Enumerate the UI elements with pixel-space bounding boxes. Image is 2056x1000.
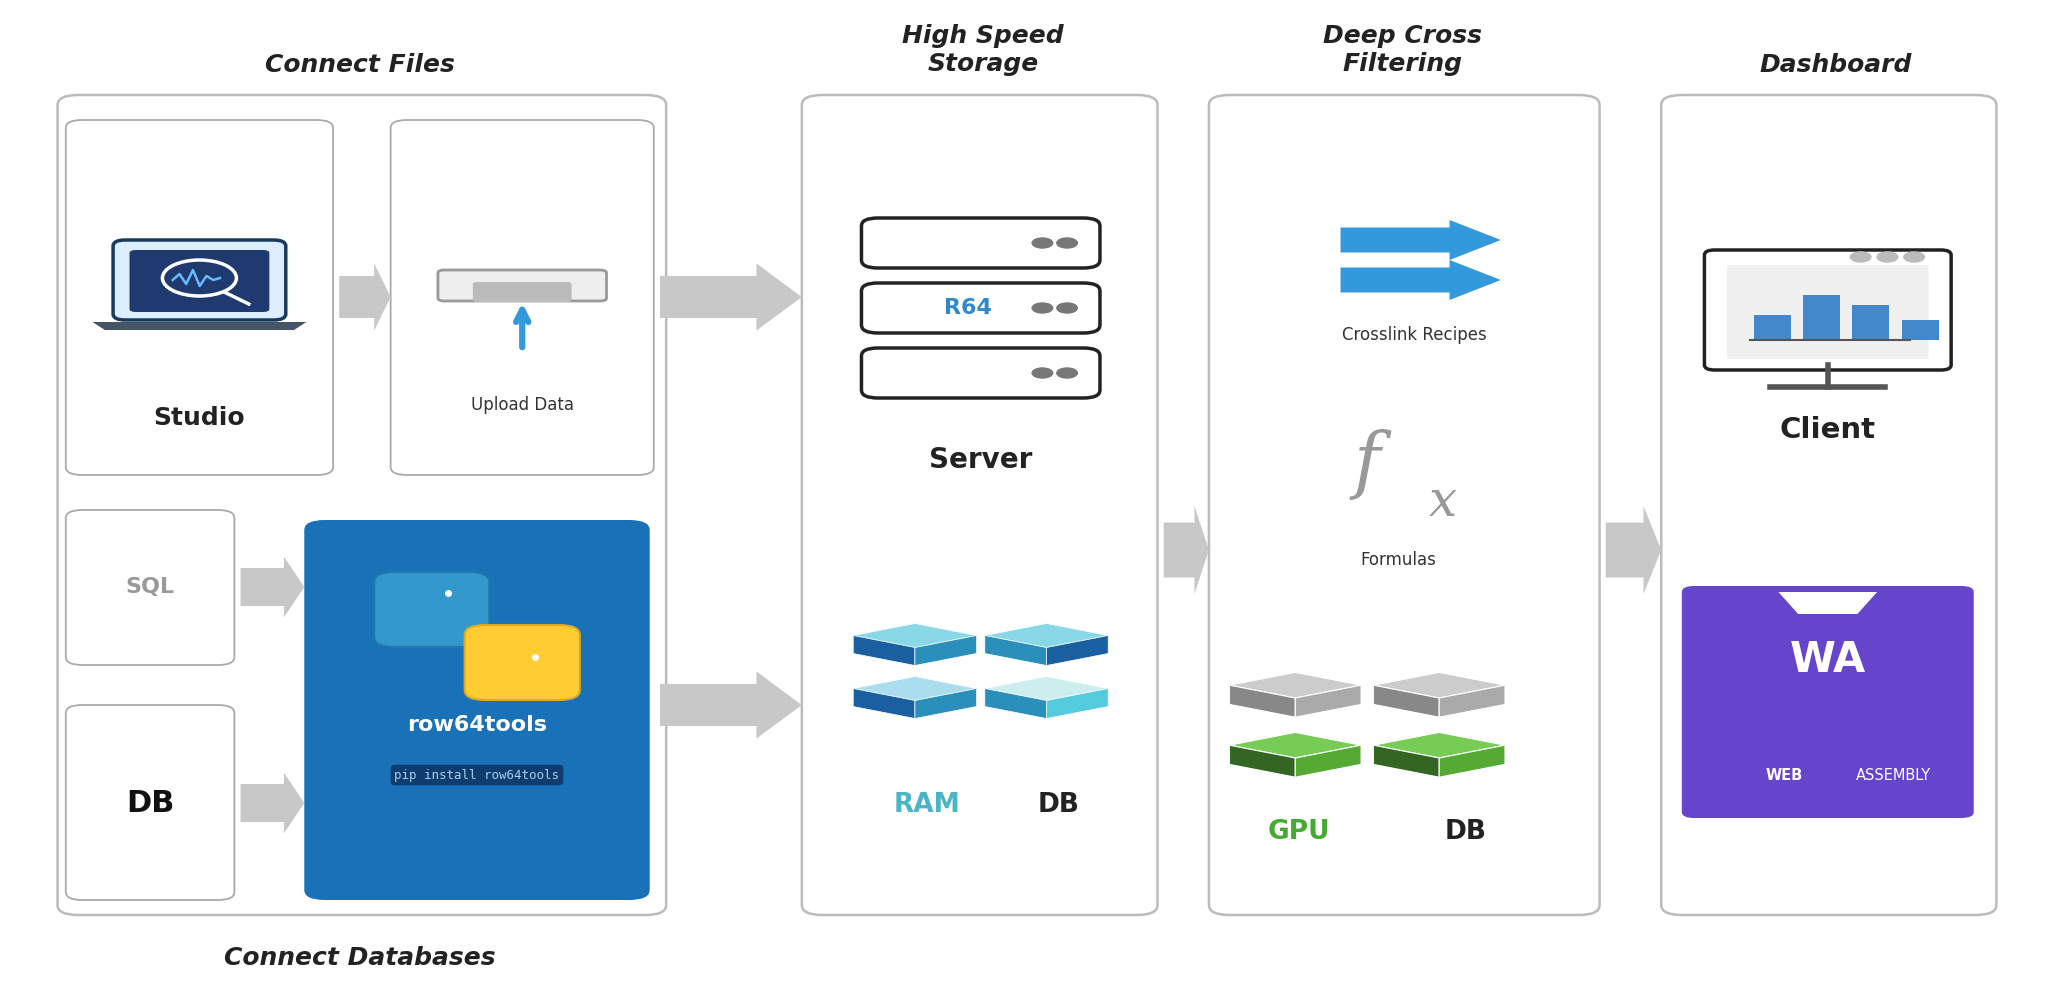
FancyBboxPatch shape [1704,250,1951,370]
Bar [1852,305,1889,340]
FancyBboxPatch shape [465,625,580,700]
Bar [1803,295,1840,340]
Polygon shape [1341,260,1501,300]
Polygon shape [1047,636,1108,666]
Circle shape [1057,238,1077,248]
Polygon shape [985,688,1047,718]
FancyBboxPatch shape [861,348,1100,398]
Text: Connect Databases: Connect Databases [224,946,495,970]
Polygon shape [1047,688,1108,718]
Text: DB: DB [125,788,175,818]
Polygon shape [93,322,306,330]
FancyBboxPatch shape [113,240,286,320]
Circle shape [1904,252,1924,262]
Polygon shape [1295,745,1361,777]
Text: DB: DB [1038,792,1079,818]
Text: Dashboard: Dashboard [1760,53,1912,77]
Polygon shape [1229,745,1295,777]
Polygon shape [853,624,977,648]
Text: High Speed
Storage: High Speed Storage [903,24,1063,76]
Polygon shape [1373,745,1439,777]
Polygon shape [339,263,391,331]
FancyBboxPatch shape [1727,265,1929,359]
Polygon shape [915,636,977,666]
Text: RAM: RAM [894,792,960,818]
Text: f: f [1353,430,1382,500]
Circle shape [1032,368,1053,378]
Polygon shape [985,676,1108,700]
FancyBboxPatch shape [802,95,1158,915]
FancyBboxPatch shape [130,250,269,312]
Polygon shape [1373,685,1439,717]
Text: ASSEMBLY: ASSEMBLY [1855,768,1931,782]
Text: row64tools: row64tools [407,715,547,735]
Polygon shape [985,624,1108,648]
Text: Client: Client [1780,416,1875,444]
Bar [1902,320,1939,340]
Polygon shape [1164,506,1209,594]
FancyBboxPatch shape [1682,586,1974,818]
Circle shape [1877,252,1898,262]
FancyBboxPatch shape [66,120,333,475]
Text: WEB: WEB [1766,768,1803,782]
FancyBboxPatch shape [861,218,1100,268]
Polygon shape [1606,506,1661,594]
Text: x: x [1429,477,1458,527]
Polygon shape [853,676,977,700]
FancyBboxPatch shape [66,705,234,900]
Polygon shape [660,671,802,739]
FancyBboxPatch shape [1661,95,1996,915]
Text: Crosslink Recipes: Crosslink Recipes [1343,326,1486,344]
Polygon shape [241,773,304,833]
Polygon shape [660,263,802,331]
Polygon shape [1373,732,1505,758]
Polygon shape [241,557,304,617]
Text: GPU: GPU [1269,819,1330,845]
Polygon shape [1341,220,1501,260]
Bar [1754,315,1791,340]
Circle shape [1850,252,1871,262]
Text: pip install row64tools: pip install row64tools [395,768,559,782]
Polygon shape [1439,685,1505,717]
Polygon shape [853,636,915,666]
Polygon shape [915,688,977,718]
FancyBboxPatch shape [374,572,489,647]
FancyBboxPatch shape [304,520,650,900]
FancyBboxPatch shape [66,510,234,665]
FancyBboxPatch shape [58,95,666,915]
Polygon shape [853,688,915,718]
Text: Upload Data: Upload Data [471,396,574,414]
FancyBboxPatch shape [473,282,572,302]
Polygon shape [1373,672,1505,698]
Circle shape [1032,303,1053,313]
Circle shape [1032,238,1053,248]
Circle shape [1057,303,1077,313]
Polygon shape [1439,745,1505,777]
Text: Server: Server [929,446,1032,474]
Text: Studio: Studio [154,406,245,430]
Polygon shape [1229,672,1361,698]
Polygon shape [985,636,1047,666]
Text: Formulas: Formulas [1361,551,1435,569]
FancyBboxPatch shape [438,270,607,301]
Text: R64: R64 [944,298,993,318]
Text: WA: WA [1789,639,1867,681]
Text: Deep Cross
Filtering: Deep Cross Filtering [1322,24,1482,76]
Polygon shape [1295,685,1361,717]
FancyBboxPatch shape [391,120,654,475]
Text: Connect Files: Connect Files [265,53,454,77]
FancyBboxPatch shape [1209,95,1600,915]
Polygon shape [1229,685,1295,717]
Text: DB: DB [1445,819,1486,845]
FancyBboxPatch shape [861,283,1100,333]
Polygon shape [1778,592,1877,614]
Circle shape [1057,368,1077,378]
Polygon shape [1229,732,1361,758]
Text: SQL: SQL [125,577,175,597]
